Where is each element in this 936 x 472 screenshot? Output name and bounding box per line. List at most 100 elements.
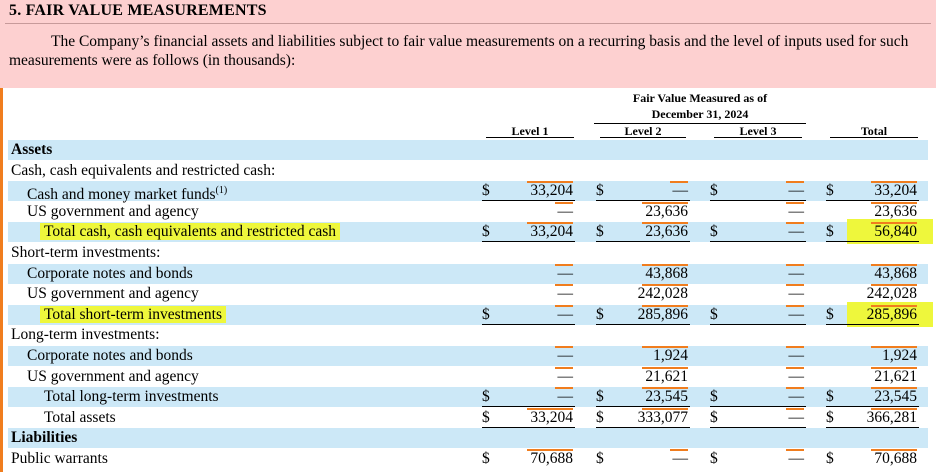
currency-symbol: $ (482, 223, 490, 241)
value-cell: 70,688 (874, 450, 917, 467)
cell-marker (786, 263, 804, 266)
row-label-text: Liabilities (11, 429, 78, 447)
currency-symbol: $ (710, 305, 718, 323)
column-header: Level 2 (624, 124, 662, 138)
row-label: Total cash, cash equivalents and restric… (40, 223, 341, 241)
row-label-text: Total cash, cash equivalents and restric… (40, 223, 341, 241)
section-title: 5. FAIR VALUE MEASUREMENTS (9, 2, 267, 19)
subtotal-rule (482, 323, 575, 325)
cell-marker (871, 449, 917, 451)
value-cell: 23,636 (645, 202, 688, 220)
column-header-rule (600, 137, 686, 138)
row-label: Corporate notes and bonds (27, 265, 193, 283)
cell-marker (642, 201, 688, 204)
table-row: US government and agency — 23,636 — 23,636 (8, 201, 928, 222)
value-cell: — (788, 388, 805, 406)
subtotal-rule (710, 241, 806, 243)
value-cell: 333,077 (637, 408, 688, 426)
value-cell: 285,896 (866, 305, 917, 323)
value-cell: 242,028 (637, 285, 688, 303)
row-label: Public warrants (11, 450, 108, 468)
subtotal-rule (710, 200, 806, 202)
table-row: Total assets $33,204 $333,077 $ — $366,281 (8, 407, 928, 428)
table-row: Cash and money market funds(1) $33,204 $ — $… (8, 181, 928, 203)
title-divider (5, 23, 931, 24)
cell-marker (786, 181, 804, 184)
column-header: Total (860, 124, 888, 138)
currency-symbol: $ (482, 182, 490, 200)
value-cell: — (557, 367, 574, 385)
cell-marker (786, 366, 804, 369)
currency-symbol: $ (596, 450, 604, 467)
row-label: US government and agency (27, 285, 199, 303)
section-header: 5. FAIR VALUE MEASUREMENTS The Company’s… (0, 0, 936, 88)
row-label-text: Total assets (44, 408, 116, 426)
value-cell: 23,545 (645, 388, 688, 406)
value-cell: 33,204 (530, 182, 573, 200)
table-row: Short-term investments: (8, 243, 928, 263)
currency-symbol: $ (596, 223, 604, 241)
intro-paragraph: The Company’s financial assets and liabi… (9, 33, 909, 69)
cell-marker (786, 407, 804, 410)
currency-symbol: $ (482, 450, 490, 467)
subtotal-rule (596, 241, 690, 243)
currency-symbol: $ (482, 408, 490, 426)
currency-symbol: $ (482, 305, 490, 323)
row-label-text: Corporate notes and bonds (27, 264, 193, 282)
row-label: Total short-term investments (40, 305, 226, 324)
row-label-text: Public warrants (11, 450, 108, 467)
value-cell: — (788, 264, 805, 282)
value-cell: 56,840 (874, 223, 917, 241)
row-label: Liabilities (11, 429, 77, 447)
table-row: Cash, cash equivalents and restricted ca… (8, 161, 928, 181)
value-cell: — (788, 408, 805, 426)
row-label: Total assets (44, 409, 116, 427)
cell-marker (786, 346, 804, 348)
cell-marker (555, 346, 573, 348)
value-cell: — (557, 202, 574, 220)
cell-marker (642, 366, 688, 369)
row-label-text: Long-term investments: (11, 326, 160, 344)
cell-marker (871, 407, 917, 410)
subtotal-rule (826, 426, 919, 428)
footnote-marker: (1) (215, 185, 228, 197)
subtotal-rule (710, 426, 806, 428)
value-cell: 70,688 (530, 450, 573, 467)
value-cell: 43,868 (645, 264, 688, 282)
subtotal-rule (482, 426, 575, 428)
cell-marker (670, 181, 688, 184)
value-cell: 43,868 (874, 264, 917, 282)
row-label: Corporate notes and bonds (27, 347, 193, 365)
left-accent-bar (0, 0, 3, 472)
subtotal-rule (596, 406, 690, 408)
cell-marker (555, 304, 573, 307)
currency-symbol: $ (596, 305, 604, 323)
value-cell: — (788, 450, 805, 467)
value-cell: 1,924 (653, 347, 688, 364)
table-row: Corporate notes and bonds — 43,868 — 43,868 (8, 263, 928, 284)
currency-symbol: $ (826, 182, 834, 200)
cell-marker (871, 201, 917, 204)
cell-marker (871, 387, 917, 390)
row-label-text: US government and agency (27, 202, 199, 220)
value-cell: — (788, 223, 805, 241)
currency-symbol: $ (482, 388, 490, 406)
table-row: Total cash, cash equivalents and restric… (8, 219, 933, 245)
row-label-text: Total short-term investments (40, 305, 226, 323)
cell-marker (642, 407, 688, 410)
value-cell: — (557, 264, 574, 282)
currency-symbol: $ (596, 408, 604, 426)
cell-marker (786, 304, 804, 307)
row-label-text: Cash, cash equivalents and restricted ca… (11, 161, 276, 179)
currency-symbol: $ (596, 388, 604, 406)
subtotal-rule (826, 200, 919, 202)
row-label-text: US government and agency (27, 285, 199, 303)
value-cell: — (788, 182, 805, 200)
value-cell: — (557, 347, 574, 364)
cell-marker (642, 346, 688, 348)
row-label: Long-term investments: (11, 326, 160, 344)
subtotal-rule (710, 406, 806, 408)
table-row: Public warrants $70,688 $ — $ — $70,688 (8, 449, 928, 469)
cell-marker (871, 263, 917, 266)
subtotal-rule (826, 241, 919, 243)
